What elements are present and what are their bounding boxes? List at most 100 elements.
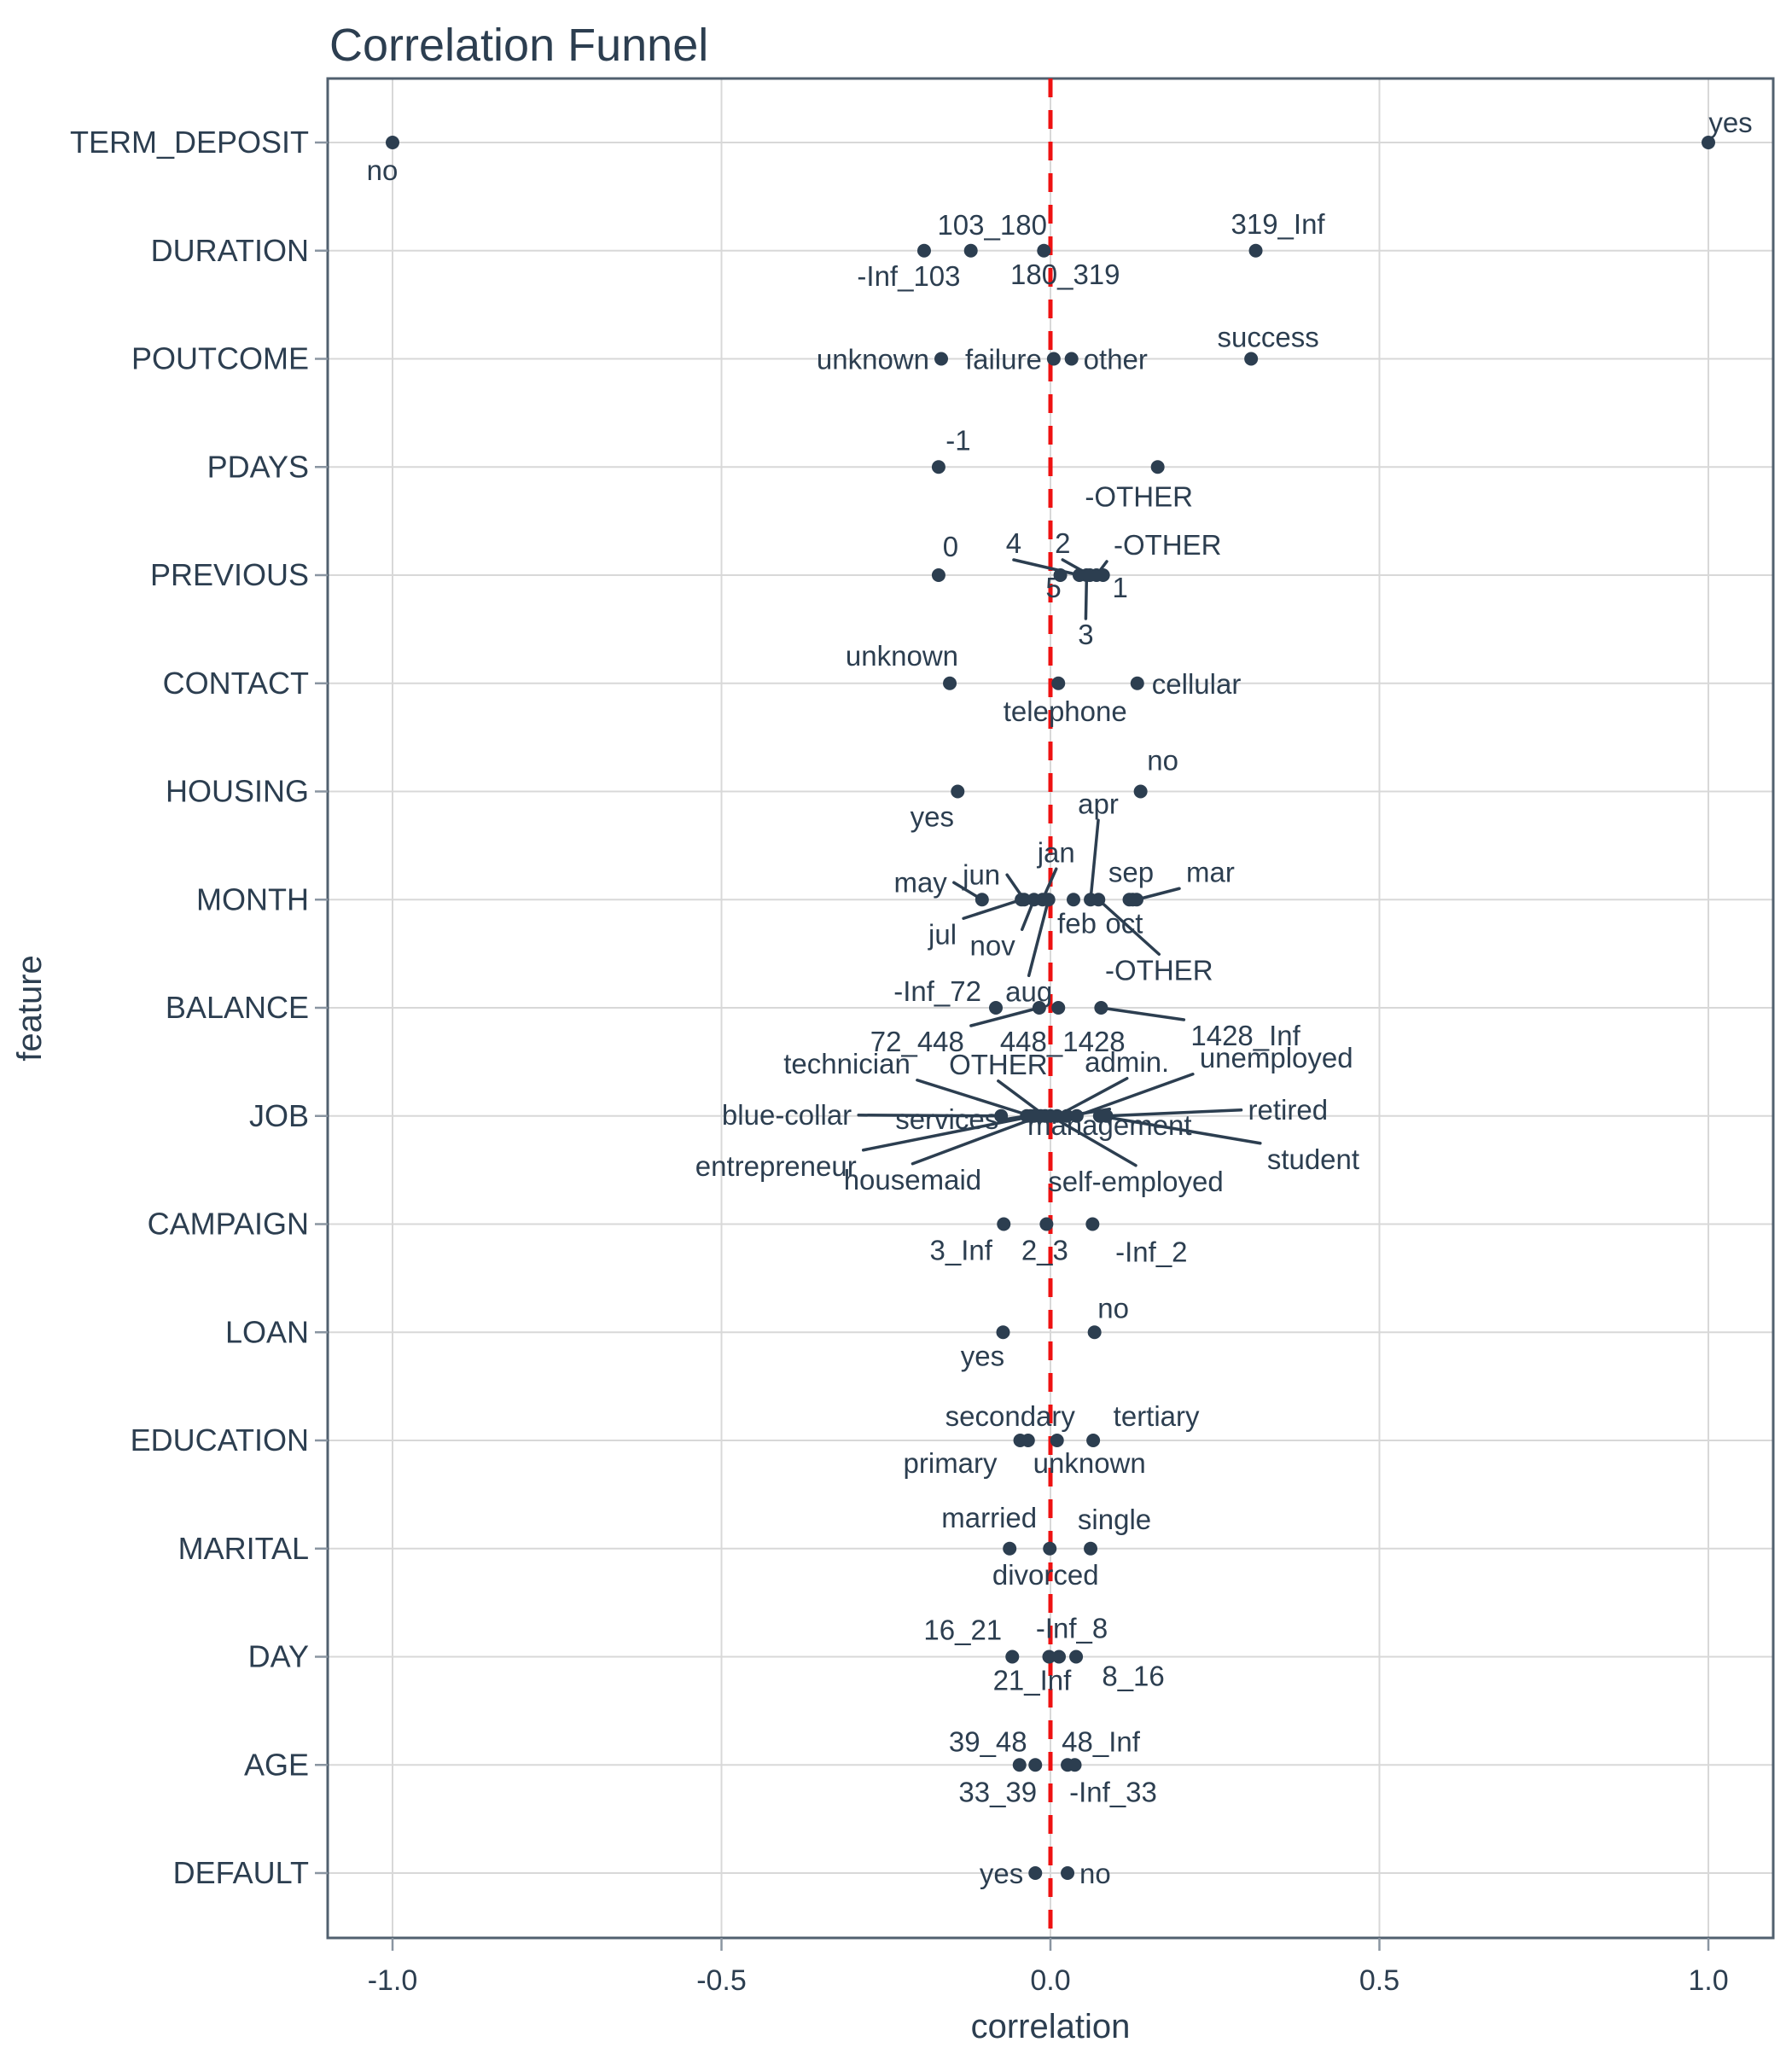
data-point [1099, 1108, 1114, 1123]
label-leader-line [1097, 898, 1161, 956]
point-label: 319_Inf [1231, 208, 1325, 240]
y-axis-feature-label: BALANCE [166, 990, 309, 1025]
data-point [1012, 1758, 1027, 1772]
point-label: 72_448 [870, 1026, 964, 1057]
data-point [1041, 893, 1056, 907]
data-point [1051, 676, 1066, 690]
y-axis-feature-label: CAMPAIGN [148, 1207, 309, 1242]
point-label: jun [962, 858, 1000, 890]
point-label: divorced [992, 1559, 1099, 1591]
point-label: housemaid [844, 1164, 981, 1196]
data-point [989, 1001, 1004, 1015]
point-label: sep [1108, 856, 1154, 887]
data-point [1091, 893, 1106, 907]
point-label: 103_180 [937, 209, 1046, 241]
point-label: mar [1186, 856, 1235, 887]
point-label: entrepreneur [695, 1150, 857, 1182]
point-label: technician [783, 1048, 911, 1079]
data-point [1085, 1217, 1100, 1231]
y-axis-feature-label: LOAN [225, 1314, 309, 1349]
x-axis-tick-label: 1.0 [1688, 1964, 1728, 1997]
label-leader-line [1099, 1006, 1186, 1021]
label-leader-line [861, 1114, 1036, 1152]
point-label: 16_21 [923, 1615, 1002, 1646]
data-point [997, 1217, 1011, 1231]
point-label: jul [928, 918, 957, 950]
y-axis-feature-label: TERM_DEPOSIT [70, 125, 309, 160]
data-point [386, 136, 399, 149]
label-leader-line [969, 1006, 1041, 1027]
data-point [1039, 1217, 1054, 1231]
y-axis-feature-label: DEFAULT [173, 1855, 309, 1890]
point-label: apr [1078, 788, 1119, 819]
data-point [943, 676, 957, 690]
point-label: cellular [1152, 668, 1242, 700]
point-label: -Inf_33 [1069, 1776, 1157, 1807]
label-leader-line [962, 898, 1023, 920]
label-leader-line [1049, 1114, 1137, 1167]
point-label: retired [1248, 1094, 1329, 1126]
point-label: -OTHER [1114, 529, 1222, 561]
data-point [1066, 893, 1080, 907]
y-axis-feature-label: AGE [244, 1747, 309, 1782]
point-label: married [941, 1502, 1037, 1533]
point-label: telephone [1004, 695, 1127, 727]
y-axis-feature-label: POUTCOME [131, 341, 309, 376]
point-label: yes [1708, 107, 1752, 138]
point-label: admin. [1085, 1046, 1169, 1078]
data-point [1061, 1866, 1075, 1880]
point-label: unknown [846, 640, 958, 672]
point-label: management [1027, 1109, 1192, 1141]
data-point [931, 568, 945, 582]
y-axis-feature-label: JOB [249, 1098, 309, 1133]
data-point [1094, 1001, 1108, 1015]
point-label: 1 [1113, 572, 1128, 603]
data-point [1046, 352, 1061, 366]
point-label: secondary [945, 1400, 1076, 1432]
data-point [994, 1108, 1009, 1123]
y-axis-feature-label: PREVIOUS [150, 557, 309, 592]
data-point [1702, 136, 1715, 149]
x-axis-tick-label: -0.5 [696, 1964, 747, 1997]
data-point [1028, 1758, 1043, 1772]
point-label: -1 [945, 424, 970, 456]
data-point [1043, 1541, 1057, 1556]
point-label: aug [1005, 975, 1052, 1007]
point-label: 1428_Inf [1190, 1020, 1300, 1051]
point-label: 448_1428 [1000, 1026, 1126, 1057]
point-label: blue-collar [722, 1099, 852, 1131]
point-label: student [1267, 1143, 1359, 1175]
y-axis-feature-label: DURATION [151, 233, 309, 268]
data-point [1050, 1108, 1064, 1123]
point-label: no [1147, 745, 1178, 777]
point-label: unknown [1033, 1447, 1146, 1479]
point-label: 0 [943, 531, 958, 562]
point-label: 3_Inf [930, 1235, 993, 1266]
point-label: unemployed [1200, 1042, 1353, 1073]
label-leader-line [1084, 573, 1089, 620]
data-point [1096, 568, 1110, 582]
point-label: tertiary [1114, 1400, 1200, 1432]
label-leader-line [1075, 1073, 1195, 1118]
label-leader-line [1012, 558, 1081, 577]
point-label: 39_48 [949, 1725, 1027, 1757]
data-point [1087, 1325, 1102, 1340]
data-point [1064, 352, 1079, 366]
data-point [1005, 1649, 1020, 1664]
label-leader-line [916, 1079, 1033, 1118]
point-label: OTHER [949, 1049, 1048, 1080]
x-axis-tick-label: 0.0 [1030, 1964, 1070, 1997]
y-axis-feature-label: MONTH [196, 881, 309, 916]
point-label: single [1078, 1504, 1151, 1535]
y-axis-title: feature [11, 955, 49, 1062]
data-point [1248, 243, 1263, 258]
point-label: -Inf_2 [1115, 1236, 1187, 1268]
y-axis-feature-label: DAY [248, 1639, 309, 1674]
point-label: -Inf_8 [1036, 1613, 1108, 1644]
label-leader-line [1027, 898, 1050, 977]
y-axis-feature-label: EDUCATION [131, 1423, 309, 1457]
data-point [1032, 1001, 1046, 1015]
data-point [916, 243, 931, 258]
point-label: 2_3 [1021, 1235, 1068, 1266]
data-point [934, 352, 949, 366]
